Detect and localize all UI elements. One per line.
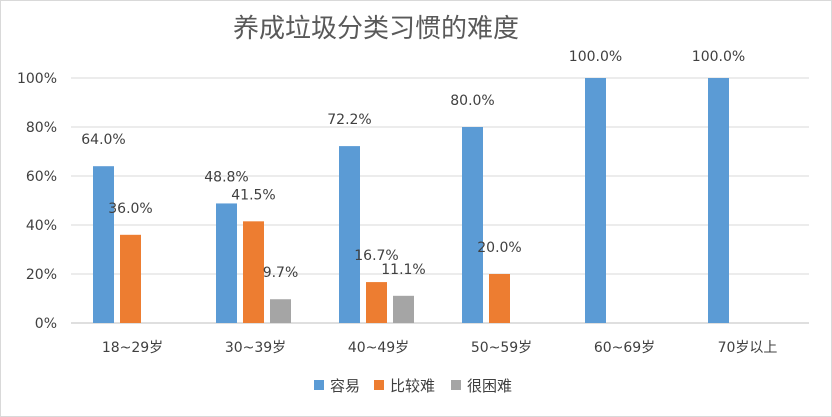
data-label: 100.0%: [569, 49, 622, 65]
data-label: 41.5%: [231, 187, 275, 203]
data-labels: 64.0% 36.0% 48.8% 41.5% 9.7% 72.2% 16.7%11.1% 8…: [81, 49, 745, 281]
bar: [366, 282, 387, 323]
data-label: 100.0%: [692, 49, 745, 65]
legend-swatch: [374, 380, 384, 390]
legend-label: 比较难: [390, 377, 435, 395]
data-label: 9.7%: [263, 265, 299, 281]
data-label: 20.0%: [477, 240, 521, 256]
bar: [489, 274, 510, 323]
y-axis-ticks: 0% 20% 40% 60% 80% 100%: [17, 71, 57, 332]
legend-label: 很困难: [467, 377, 512, 395]
x-tick-label: 70岁以上: [718, 340, 778, 356]
bar: [93, 166, 114, 323]
bar: [708, 78, 729, 323]
bars: [93, 78, 729, 323]
bar: [243, 221, 264, 323]
data-label: 11.1%: [381, 262, 425, 278]
x-tick-label: 50~59岁: [471, 340, 532, 356]
x-tick-label: 60~69岁: [594, 340, 655, 356]
data-label: 72.2%: [327, 112, 371, 128]
y-tick-label: 0%: [35, 316, 57, 332]
y-tick-label: 20%: [26, 267, 57, 283]
x-tick-label: 18~29岁: [102, 340, 163, 356]
y-tick-label: 100%: [17, 71, 57, 87]
legend-label: 容易: [330, 377, 360, 395]
data-label: 16.7%: [354, 248, 398, 264]
legend-swatch: [451, 380, 461, 390]
data-label: 48.8%: [204, 169, 248, 185]
y-tick-label: 40%: [26, 218, 57, 234]
bar: [339, 146, 360, 323]
bar: [462, 127, 483, 323]
legend-swatch: [314, 380, 324, 390]
legend: 容易 比较难 很困难: [314, 377, 512, 395]
data-label: 80.0%: [450, 93, 494, 109]
gridlines: [71, 77, 809, 324]
chart-title: 养成垃圾分类习惯的难度: [233, 14, 519, 44]
bar: [270, 299, 291, 323]
x-axis-ticks: 18~29岁 30~39岁 40~49岁 50~59岁 60~69岁 70岁以上: [102, 340, 778, 356]
y-tick-label: 60%: [26, 169, 57, 185]
x-tick-label: 40~49岁: [348, 340, 409, 356]
x-tick-label: 30~39岁: [225, 340, 286, 356]
bar: [216, 203, 237, 323]
data-label: 36.0%: [108, 201, 152, 217]
bar: [120, 234, 141, 323]
bar: [393, 295, 414, 323]
data-label: 64.0%: [81, 132, 125, 148]
y-tick-label: 80%: [26, 120, 57, 136]
bar: [585, 78, 606, 323]
